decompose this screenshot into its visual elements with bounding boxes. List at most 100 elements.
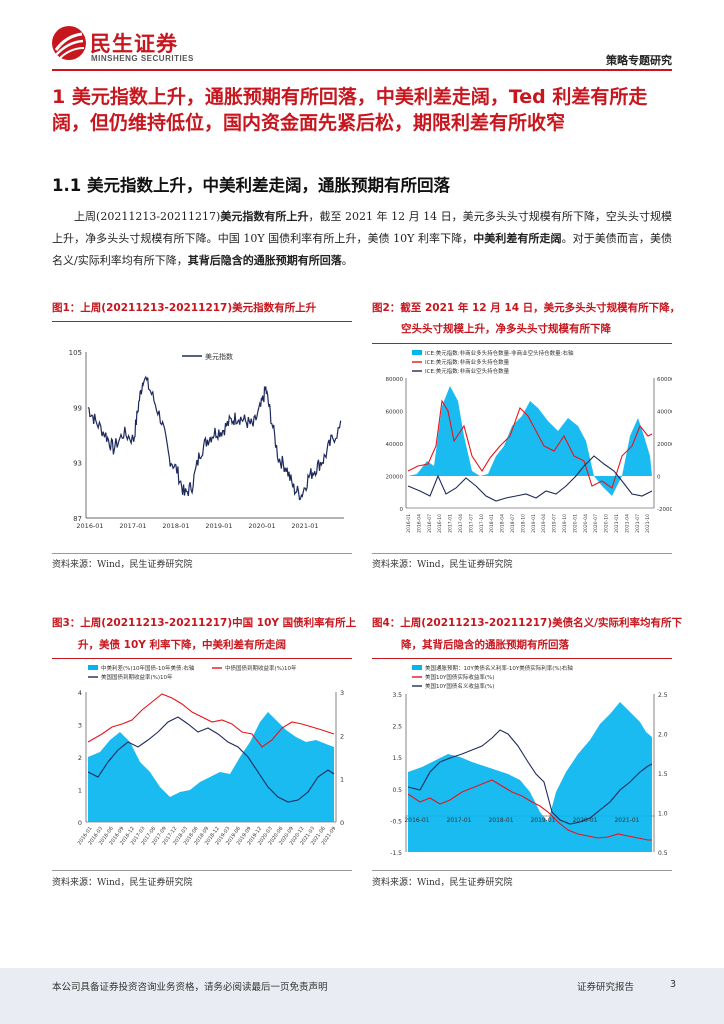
- para-text-4: 。: [341, 254, 353, 267]
- figure-1-rule: [52, 321, 352, 322]
- figure-3-y-tick-right: 2: [340, 732, 344, 740]
- figure-3-y-tick-left: 1: [78, 787, 82, 795]
- figure-2-bottom-rule: [372, 553, 672, 554]
- us-nominal-yield-series: [407, 729, 653, 825]
- figure-4-bottom-rule: [372, 870, 672, 871]
- figure-2-x-tick: 2021-07: [635, 514, 641, 533]
- figure-2-x-tick: 2017-01: [448, 514, 454, 533]
- us-real-yield-series: [407, 779, 652, 841]
- figure-2-x-tick: 2017-10: [479, 514, 485, 533]
- figure-2-x-tick: 2021-01: [614, 514, 620, 533]
- figure-4-x-tick: 2016-01: [404, 817, 429, 824]
- figure-4-legend-3: 美国10Y国债名义收益率(%): [425, 682, 494, 690]
- figure-3-y-tick-left: 0: [78, 819, 82, 827]
- figure-2-x-tick: 2016-04: [416, 514, 422, 533]
- figure-2-legend-2: ICE:美元指数:非商业多头持仓数量: [425, 358, 510, 366]
- long-position-series: [407, 399, 653, 489]
- figure-4-y-tick-left: 0.5: [392, 787, 402, 794]
- figure-2-y-tick-right: 0: [657, 475, 661, 481]
- para-text-3: 。对于美债而言，美债名义/实际利率均有所下降，: [52, 232, 673, 267]
- figure-4-x-tick: 2019-01: [530, 817, 555, 824]
- figure-2-x-tick: 2017-07: [468, 514, 474, 533]
- figure-2-y-tick-right: -20000: [657, 507, 672, 513]
- figure-2-x-tick: 2020-10: [604, 514, 610, 533]
- figure-1-y-tick: 105: [69, 349, 82, 357]
- figure-4-x-tick: 2020-01: [572, 817, 597, 824]
- figure-2-y-tick-left: 40000: [386, 442, 404, 448]
- logo-icon: [52, 26, 86, 60]
- spread-area: [88, 712, 334, 822]
- para-bold-3: 其背后隐含的通胀预期有所回落: [187, 254, 342, 267]
- figure-4-y-tick-left: -0.5: [390, 818, 402, 825]
- figure-4-title-line1: 图4：上周(20211213-20211217)美债名义/实际利率均有所下: [372, 617, 682, 629]
- figure-3-bottom-rule: [52, 870, 352, 871]
- figure-3-y-tick-left: 2: [78, 754, 82, 762]
- figure-3-legend-2: 中债国债到期收益率(%)10年: [225, 664, 297, 672]
- figure-4-y-tick-left: 3.5: [392, 692, 402, 699]
- figure-2-x-tick: 2019-01: [531, 514, 537, 533]
- figure-2-source: 资料来源：Wind，民生证券研究院: [372, 560, 513, 570]
- footer-report-type: 证券研究报告: [577, 982, 635, 993]
- figure-2-x-tick: 2016-10: [437, 514, 443, 533]
- figure-1-bottom-rule: [52, 553, 352, 554]
- us-10y-series: [87, 716, 335, 803]
- dollar-index-series: [87, 375, 342, 501]
- figure-1-x-tick: 2020-01: [248, 522, 275, 530]
- figure-1-x-tick: 2021-01: [291, 522, 318, 530]
- figure-2-legend-1: ICE:美元指数:非商业多头持仓数量-非商业空头持仓数量:右轴: [425, 349, 574, 357]
- figure-3-y-tick-right: 0: [340, 819, 344, 827]
- figure-2-y-tick-right: 40000: [657, 410, 672, 416]
- figure-3-y-tick-left: 3: [78, 722, 82, 730]
- figure-4-chart: 美国通胀预期：10Y美债名义利率-10Y美债实际利率(%)右轴 美国10Y国债实…: [390, 664, 668, 857]
- figure-3-rule: [52, 658, 352, 659]
- figure-1-x-tick: 2016-01: [76, 522, 103, 530]
- figure-1-legend: 美元指数: [205, 352, 233, 361]
- body-paragraph: 上周(20211213-20211217)美元指数有所上升，截至 2021 年 …: [52, 206, 672, 272]
- figure-3-title-line1: 图3：上周(20211213-20211217)中国 10Y 国债利率有所上: [52, 617, 357, 629]
- china-10y-series: [87, 693, 335, 748]
- figure-4-x-tick: 2017-01: [446, 817, 471, 824]
- figure-3-y-tick-right: 1: [340, 776, 344, 784]
- figure-2-legend-3: ICE:美元指数:非商业空头持仓数量: [425, 367, 510, 375]
- figure-2-title-line2: 空头头寸规模上升，净多头头寸规模有所下降: [401, 323, 611, 335]
- para-text-1: 上周(20211213-20211217): [74, 210, 221, 223]
- figure-2-chart: ICE:美元指数:非商业多头持仓数量-非商业空头持仓数量:右轴 ICE:美元指数…: [386, 349, 673, 533]
- figure-1-source: 资料来源：Wind，民生证券研究院: [52, 560, 193, 570]
- logo-text: 民生证券: [90, 32, 178, 56]
- figure-2-rule: [372, 343, 672, 344]
- figure-2-x-tick: 2019-07: [552, 514, 558, 533]
- figure-2-x-tick: 2020-04: [583, 514, 589, 533]
- figure-2-x-tick: 2020-07: [593, 514, 599, 533]
- figure-2-x-tick: 2018-07: [510, 514, 516, 533]
- figure-2-x-tick: 2019-10: [562, 514, 568, 533]
- page-number: 3: [670, 979, 677, 990]
- figure-4-y-tick-left: 1.5: [392, 755, 402, 762]
- figure-4-rule: [372, 658, 672, 659]
- figure-1-chart: 87 93 99 105 2016-01 2017-01 2018-01 2019-01 20…: [69, 349, 344, 530]
- figure-3-source: 资料来源：Wind，民生证券研究院: [52, 878, 193, 888]
- logo-subtext: MINSHENG SECURITIES: [91, 54, 194, 63]
- inflation-expectation-area: [408, 702, 652, 852]
- figure-3-legend-3: 美国国债到期收益率(%)10年: [101, 673, 173, 681]
- para-text-2: ，截至 2021 年 12 月 14 日，美元多头头寸规模有所下降，空头头寸规模…: [52, 210, 673, 245]
- figure-3-title-line2: 升，美债 10Y 利率下降，中美利差有所走阔: [78, 639, 287, 651]
- figure-1-title: 图1：上周(20211213-20211217)美元指数有所上升: [52, 302, 317, 314]
- report-tag: 策略专题研究: [606, 54, 672, 67]
- figure-4-source: 资料来源：Wind，民生证券研究院: [372, 878, 513, 888]
- figure-2-x-tick: 2021-10: [645, 514, 651, 533]
- figure-4-y-tick-right: 1.5: [658, 771, 668, 778]
- figure-2-x-tick: 2016-01: [406, 514, 412, 533]
- figure-4-x-tick: 2018-01: [488, 817, 513, 824]
- figure-2-y-tick-right: 60000: [657, 377, 672, 383]
- para-bold-2: 中美利差有所走阔: [473, 232, 562, 245]
- figure-3-legend-1: 中美利差(%)10年国债-10年美债:右轴: [101, 664, 195, 672]
- subsection-heading: 1.1 美元指数上升，中美利差走阔，通胀预期有所回落: [52, 176, 450, 195]
- short-position-series: [407, 455, 653, 502]
- figure-4-y-tick-left: -1.5: [390, 850, 402, 857]
- figure-2-x-tick: 2018-01: [489, 514, 495, 533]
- figure-2-x-tick: 2018-10: [520, 514, 526, 533]
- figure-2-y-tick-left: 80000: [386, 377, 404, 383]
- figure-3-y-tick-right: 3: [340, 689, 344, 697]
- figure-3-y-tick-left: 4: [78, 689, 82, 697]
- figure-1-y-tick: 99: [73, 404, 82, 412]
